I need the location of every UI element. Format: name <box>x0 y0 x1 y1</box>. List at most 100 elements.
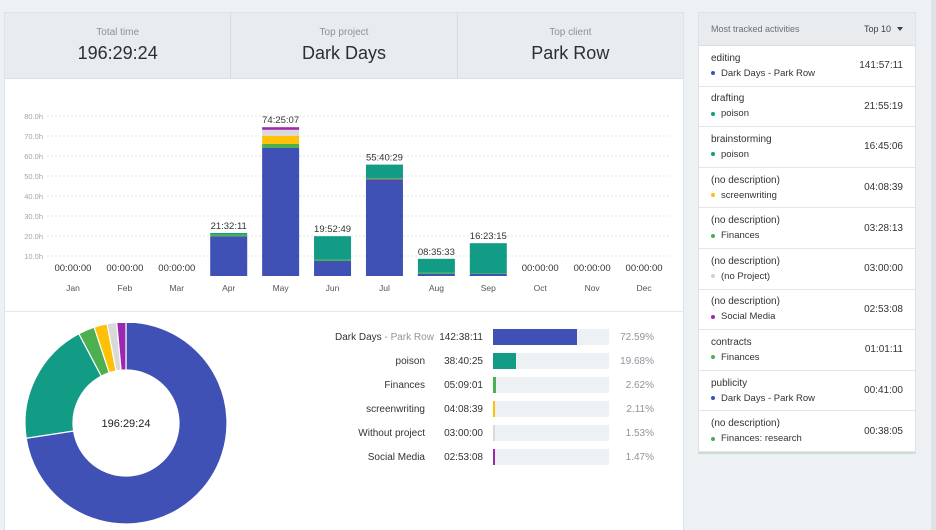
activity-duration: 00:38:05 <box>864 425 903 437</box>
top-10-dropdown[interactable]: Top 10 <box>864 24 903 34</box>
activity-project: screenwriting <box>711 190 780 201</box>
breakdown-percent: 72.59% <box>620 331 654 343</box>
activity-description: editing <box>711 52 741 64</box>
bar-segment[interactable] <box>417 272 455 274</box>
activity-info: (no description) Finances <box>711 215 780 241</box>
caret-down-icon <box>897 27 903 31</box>
activity-duration: 141:57:11 <box>859 60 903 72</box>
breakdown-project-name: Without project <box>358 427 425 439</box>
breakdown-row[interactable]: Social Media 02:53:08 1.47% <box>335 445 675 469</box>
breakdown-row[interactable]: screenwriting 04:08:39 2.11% <box>335 397 675 421</box>
bar-segment[interactable] <box>262 144 300 148</box>
bar-segment[interactable] <box>365 179 403 181</box>
bar-total-label: 00:00:00 <box>158 263 195 274</box>
x-tick-label: Aug <box>429 283 444 293</box>
activity-item[interactable]: contracts Finances 01:01:11 <box>699 330 915 371</box>
activity-item[interactable]: drafting poison 21:55:19 <box>699 87 915 128</box>
bar-segment[interactable] <box>314 236 352 260</box>
section-divider <box>5 311 683 312</box>
bar-segment[interactable] <box>210 233 248 235</box>
donut-slice[interactable] <box>116 323 127 371</box>
activity-item[interactable]: (no description) Social Media 02:53:08 <box>699 290 915 331</box>
project-color-dot-icon <box>711 111 715 116</box>
breakdown-row[interactable]: Dark Days - Park Row 142:38:11 72.59% <box>335 325 675 349</box>
y-tick-label: 60.0h <box>24 152 43 161</box>
bar-total-label: 00:00:00 <box>574 263 611 274</box>
project-color-dot-icon <box>711 152 715 157</box>
project-color-dot-icon <box>711 193 715 198</box>
bar-segment[interactable] <box>469 273 507 274</box>
activity-project-name: Finances <box>721 351 760 363</box>
activity-item[interactable]: (no description) Finances: research 00:38:… <box>699 411 915 452</box>
bar-segment[interactable] <box>469 274 507 276</box>
activity-description: drafting <box>711 93 745 105</box>
bar-total-label: 16:23:15 <box>470 231 507 242</box>
bar-segment[interactable] <box>262 127 300 130</box>
breakdown-bar-track <box>493 353 609 369</box>
activity-item[interactable]: (no description) screenwriting 04:08:39 <box>699 168 915 209</box>
bar-segment[interactable] <box>365 164 403 179</box>
breakdown-bar-fill <box>493 377 497 393</box>
most-tracked-activities-panel: Most tracked activities Top 10 editing Da… <box>698 12 916 454</box>
breakdown-bar-track <box>493 377 609 393</box>
bar-segment[interactable] <box>417 258 455 273</box>
bar-segment[interactable] <box>262 129 300 136</box>
activity-project-name: poison <box>721 108 749 120</box>
page-scrollbar[interactable] <box>931 0 936 530</box>
activity-project: Social Media <box>711 311 780 322</box>
activity-info: publicity Dark Days - Park Row <box>711 378 815 404</box>
top-client-cell: Top client Park Row <box>458 13 683 78</box>
breakdown-bar-track <box>493 401 609 417</box>
top-project-value: Dark Days <box>301 43 386 63</box>
bar-segment[interactable] <box>262 135 300 144</box>
y-tick-label: 30.0h <box>24 212 43 221</box>
top-client-value: Park Row <box>531 43 610 63</box>
activity-item[interactable]: (no description) (no Project) 03:00:00 <box>699 249 915 290</box>
activity-item[interactable]: brainstorming poison 16:45:06 <box>699 127 915 168</box>
breakdown-time: 03:00:00 <box>444 427 483 439</box>
bar-total-label: 00:00:00 <box>522 263 559 274</box>
reports-panel: Total time 196:29:24 Top project Dark Da… <box>4 12 684 530</box>
activity-project: Finances <box>711 230 780 241</box>
breakdown-project-name: screenwriting <box>366 403 425 415</box>
x-tick-label: Mar <box>169 283 184 293</box>
activity-info: (no description) screenwriting <box>711 175 780 201</box>
bar-total-label: 74:25:07 <box>262 115 299 126</box>
bar-segment[interactable] <box>365 178 403 180</box>
x-tick-label: Jun <box>326 283 340 293</box>
bar-segment[interactable] <box>314 261 352 276</box>
activity-item[interactable]: publicity Dark Days - Park Row 00:41:00 <box>699 371 915 412</box>
bar-segment[interactable] <box>469 243 507 274</box>
monthly-bar-chart: 10.0h 20.0h 30.0h 40.0h 50.0h 60.0h 70.0h 80.0h… <box>24 112 670 293</box>
breakdown-row[interactable]: poison 38:40:25 19.68% <box>335 349 675 373</box>
breakdown-project-name: Finances <box>384 379 425 391</box>
activity-project-name: poison <box>721 148 749 160</box>
bar-segment[interactable] <box>210 234 248 237</box>
bar-segment[interactable] <box>365 181 403 276</box>
breakdown-bar-fill <box>493 449 495 465</box>
activity-description: (no description) <box>711 255 780 267</box>
breakdown-time: 02:53:08 <box>444 451 483 463</box>
bar-segment[interactable] <box>314 259 352 261</box>
breakdown-row[interactable]: Finances 05:09:01 2.62% <box>335 373 675 397</box>
y-tick-label: 80.0h <box>24 112 43 121</box>
project-color-dot-icon <box>711 314 715 319</box>
bar-segment[interactable] <box>210 236 248 276</box>
donut-slice[interactable] <box>25 323 228 525</box>
activity-item[interactable]: editing Dark Days - Park Row 141:57:11 <box>699 46 915 87</box>
project-breakdown-list: Dark Days - Park Row 142:38:11 72.59% poiso… <box>335 325 675 469</box>
bar-segment[interactable] <box>262 148 300 276</box>
activity-duration: 00:41:00 <box>864 385 903 397</box>
total-time-cell: Total time 196:29:24 <box>5 13 232 78</box>
bar-total-label: 00:00:00 <box>626 263 663 274</box>
activity-project-name: Dark Days - Park Row <box>721 392 815 404</box>
project-color-dot-icon <box>711 396 715 401</box>
activities-title: Most tracked activities <box>711 24 800 34</box>
activity-project-name: screenwriting <box>721 189 777 201</box>
activity-project: Finances <box>711 352 760 363</box>
activity-description: (no description) <box>711 418 780 430</box>
activity-duration: 03:00:00 <box>864 263 903 275</box>
breakdown-row[interactable]: Without project 03:00:00 1.53% <box>335 421 675 445</box>
bar-segment[interactable] <box>417 274 455 276</box>
activity-item[interactable]: (no description) Finances 03:28:13 <box>699 208 915 249</box>
